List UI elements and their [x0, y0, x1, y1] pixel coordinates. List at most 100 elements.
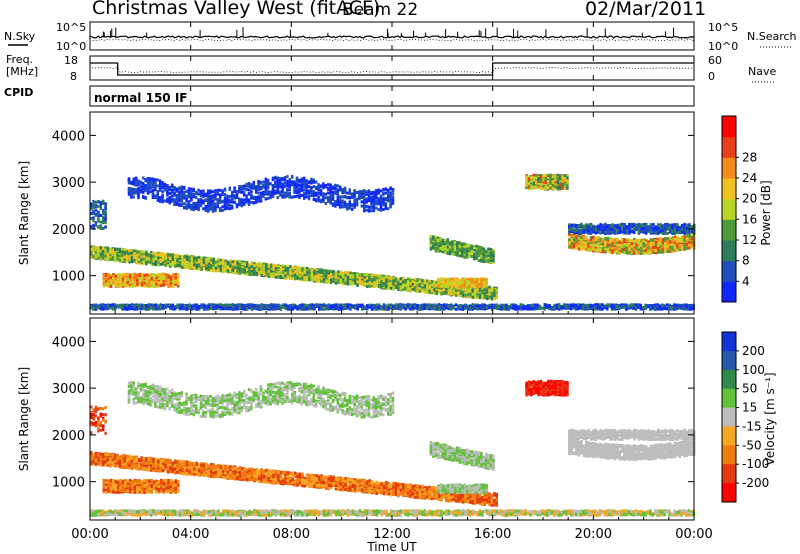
- echo-cell: [112, 251, 114, 254]
- echo-cell: [280, 266, 282, 269]
- echo-cell: [260, 270, 262, 273]
- echo-cell: [287, 268, 289, 271]
- echo-cell: [301, 273, 303, 276]
- echo-cell: [124, 256, 126, 259]
- echo-cell: [203, 267, 205, 270]
- echo-cell: [265, 272, 267, 275]
- echo-cell: [121, 250, 123, 253]
- echo-cell: [224, 264, 226, 267]
- echo-cell: [313, 270, 315, 273]
- echo-cell: [340, 273, 342, 276]
- echo-cell: [227, 267, 229, 270]
- echo-cell: [164, 257, 166, 260]
- echo-cell: [296, 269, 298, 272]
- echo-cell: [251, 262, 253, 265]
- echo-cell: [150, 254, 152, 257]
- echo-cell: [296, 276, 298, 279]
- echo-cell: [124, 259, 126, 262]
- freq-line: [90, 63, 694, 75]
- noise-search-line: [90, 39, 694, 40]
- echo-cell: [330, 279, 332, 282]
- echo-cell: [234, 269, 236, 272]
- echo-cell: [172, 263, 174, 266]
- echo-cell: [330, 270, 332, 273]
- echo-cell: [174, 262, 176, 265]
- echo-cell: [148, 257, 150, 260]
- echo-cell: [246, 263, 248, 266]
- echo-cell: [282, 274, 284, 277]
- noise-sky-line: [90, 36, 694, 38]
- echo-cell: [292, 277, 294, 280]
- echo-cell: [97, 255, 99, 258]
- echo-cell: [102, 250, 104, 253]
- echo-cell: [107, 259, 109, 262]
- freq-tick-bottom: 8: [70, 70, 77, 83]
- echo-cell: [294, 273, 296, 276]
- echo-cell: [306, 278, 308, 281]
- echo-cell: [222, 259, 224, 262]
- echo-cell: [227, 262, 229, 265]
- cpid-value: normal 150 IF: [94, 91, 188, 105]
- echo-cell: [200, 257, 202, 260]
- echo-cell: [289, 265, 291, 268]
- echo-cell: [196, 259, 198, 262]
- echo-cell: [119, 248, 121, 251]
- echo-cell: [203, 261, 205, 264]
- echo-cell: [236, 270, 238, 273]
- echo-cell: [220, 261, 222, 264]
- echo-cell: [258, 263, 260, 266]
- echo-cell: [164, 264, 166, 267]
- echo-cell: [95, 246, 97, 249]
- echo-cell: [337, 270, 339, 273]
- echo-cell: [328, 270, 330, 273]
- echo-cell: [126, 258, 128, 261]
- echo-cell: [140, 250, 142, 253]
- echo-cell: [301, 277, 303, 280]
- echo-cell: [323, 273, 325, 276]
- echo-cell: [116, 252, 118, 255]
- echo-cell: [109, 258, 111, 261]
- echo-cell: [193, 260, 195, 263]
- echo-cell: [251, 272, 253, 275]
- echo-cell: [292, 270, 294, 273]
- echo-cell: [138, 258, 140, 261]
- echo-cell: [143, 262, 145, 265]
- echo-cell: [215, 270, 217, 273]
- echo-cell: [157, 261, 159, 264]
- echo-cell: [107, 253, 109, 256]
- echo-cell: [304, 278, 306, 281]
- echo-cell: [200, 262, 202, 265]
- echo-cell: [126, 255, 128, 258]
- echo-cell: [145, 262, 147, 265]
- echo-cell: [148, 253, 150, 256]
- echo-cell: [186, 263, 188, 266]
- echo-cell: [222, 270, 224, 273]
- echo-cell: [239, 272, 241, 275]
- echo-cell: [344, 278, 346, 281]
- echo-cell: [162, 252, 164, 255]
- echo-cell: [131, 256, 133, 259]
- echo-cell: [277, 272, 279, 275]
- echo-cell: [160, 263, 162, 266]
- echo-cell: [308, 278, 310, 281]
- echo-cell: [234, 263, 236, 266]
- echo-cell: [232, 266, 234, 269]
- echo-cell: [176, 264, 178, 267]
- echo-cell: [332, 273, 334, 276]
- echo-cell: [148, 260, 150, 263]
- echo-cell: [198, 267, 200, 270]
- echo-cell: [145, 258, 147, 261]
- echo-cell: [260, 274, 262, 277]
- echo-cell: [299, 268, 301, 271]
- echo-cell: [289, 270, 291, 273]
- echo-cell: [191, 260, 193, 263]
- echo-cell: [212, 259, 214, 262]
- echo-cell: [347, 276, 349, 279]
- echo-cell: [337, 279, 339, 282]
- echo-cell: [316, 279, 318, 282]
- echo-cell: [311, 269, 313, 272]
- echo-cell: [155, 257, 157, 260]
- echo-cell: [100, 255, 102, 258]
- echo-cell: [323, 271, 325, 274]
- echo-cell: [320, 277, 322, 280]
